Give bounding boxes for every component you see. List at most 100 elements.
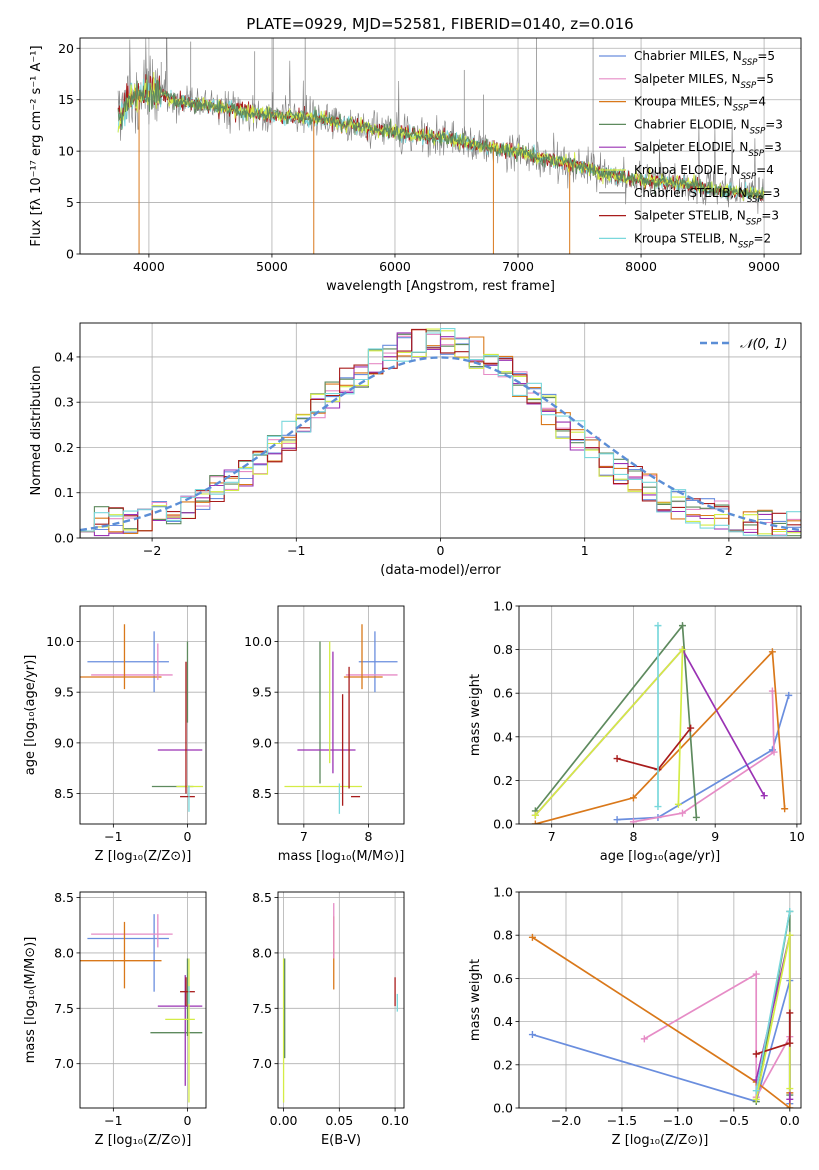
weight-marker: [678, 646, 686, 654]
x-tick-label: 0.10: [381, 1113, 409, 1128]
x-tick-label: 8000: [625, 259, 657, 274]
legend-suffix: =5: [757, 49, 775, 63]
axes-frame: [518, 605, 802, 825]
x-tick-label: 9000: [748, 259, 780, 274]
legend-subscript: SSP: [741, 81, 757, 91]
y-tick-label: 0.6: [493, 686, 513, 701]
y-tick-label: 0.8: [493, 928, 513, 943]
weight-marker: [786, 931, 794, 939]
y-tick-label: 0.0: [54, 531, 74, 546]
weight-marker: [752, 970, 760, 978]
legend-suffix: =2: [754, 231, 772, 245]
legend-subscript: SSP: [742, 58, 758, 68]
y-tick-label: 0.2: [493, 773, 513, 788]
legend-label: 𝒩(0, 1): [740, 337, 787, 352]
weight-marker: [629, 818, 637, 824]
legend-label: Salpeter STELIB, NSSP=3: [634, 209, 779, 228]
legend-suffix: =3: [764, 140, 782, 154]
y-tick-label: 7.5: [252, 1001, 272, 1016]
y-tick-label: 0.0: [493, 817, 513, 832]
x-tick-label: 5000: [256, 259, 288, 274]
x-tick-label: 9: [711, 829, 719, 844]
y-tick-label: 0.1: [54, 485, 74, 500]
legend-suffix: =5: [756, 72, 774, 86]
y-tick-label: 9.0: [54, 735, 74, 750]
x-tick-label: −1: [104, 1113, 122, 1128]
legend-subscript: SSP: [746, 218, 762, 228]
y-axis-label: Normed distribution: [29, 366, 44, 496]
x-axis-label: E(B-V): [321, 1133, 361, 1148]
weight-marker: [528, 1031, 536, 1039]
weight-marker: [786, 1009, 794, 1017]
y-tick-label: 8.0: [54, 945, 74, 960]
y-tick-label: 10: [58, 144, 74, 159]
weight-marker: [752, 1050, 760, 1058]
y-tick-label: 15: [58, 92, 74, 107]
weight-line: [755, 935, 791, 1100]
weight-line: [534, 648, 765, 816]
x-axis-label: (data-model)/error: [380, 563, 501, 578]
weight-marker: [781, 805, 789, 813]
legend-label: Kroupa STELIB, NSSP=2: [634, 231, 771, 250]
weight-line: [531, 936, 791, 1108]
legend-label: Chabrier MILES, NSSP=5: [634, 49, 775, 68]
y-tick-label: 1.0: [493, 885, 513, 900]
weight-marker: [654, 803, 662, 811]
y-tick-label: 7.0: [54, 1056, 74, 1071]
plot-area: [80, 328, 801, 538]
y-tick-label: 8.0: [252, 945, 272, 960]
x-tick-label: 7: [300, 829, 308, 844]
weight-marker: [640, 1035, 648, 1043]
y-tick-label: 5: [66, 195, 74, 210]
y-tick-label: 8.5: [54, 786, 74, 801]
legend-label: Kroupa MILES, NSSP=4: [634, 95, 766, 114]
y-tick-label: 0.2: [54, 440, 74, 455]
legend-subscript: SSP: [741, 172, 757, 182]
x-tick-label: 0.0: [780, 1113, 800, 1128]
y-tick-label: 9.0: [252, 735, 272, 750]
legend-subscript: SSP: [747, 195, 763, 205]
x-tick-label: −1: [287, 543, 305, 558]
y-tick-label: 0.6: [493, 971, 513, 986]
y-tick-label: 8.5: [54, 890, 74, 905]
chart-age-vs-Z: −1 0 8.5 9.0 9.5 10.0 Z [log₁₀(Z/Z⊙)] age [log₁…: [23, 605, 207, 864]
x-tick-label: 7000: [502, 259, 534, 274]
x-axis-label: wavelength [Angstrom, rest frame]: [326, 279, 555, 294]
x-tick-label: −0.5: [719, 1113, 749, 1128]
weight-marker: [786, 907, 794, 915]
y-tick-label: 0.4: [54, 349, 74, 364]
grid: [80, 323, 801, 539]
y-tick-label: 9.5: [252, 685, 272, 700]
plot-area: [528, 907, 794, 1108]
legend: Chabrier MILES, NSSP=5 Salpeter MILES, NS…: [599, 49, 783, 250]
grid: [278, 892, 404, 1108]
weight-marker: [786, 1104, 794, 1108]
y-tick-label: 0.4: [493, 729, 513, 744]
weight-marker: [768, 648, 776, 656]
weight-line: [643, 972, 791, 1101]
x-tick-label: 0.05: [325, 1113, 353, 1128]
normal-curve: [80, 356, 801, 532]
y-tick-label: 0: [66, 247, 74, 262]
legend-label: Salpeter ELODIE, NSSP=3: [634, 140, 782, 159]
x-tick-label: 0: [183, 829, 191, 844]
y-tick-label: 10.0: [46, 634, 74, 649]
legend-suffix: =3: [765, 117, 783, 131]
plot-area: [531, 622, 793, 824]
plot-area: [282, 903, 398, 1103]
axes-frame: [277, 891, 405, 1109]
weight-marker: [752, 1095, 760, 1103]
y-tick-label: 0.2: [493, 1057, 513, 1072]
weight-line: [617, 695, 790, 821]
plot-area: [80, 624, 204, 812]
x-axis-label: age [log₁₀(age/yr)]: [600, 849, 721, 864]
histogram-series: [80, 328, 801, 538]
weight-marker: [678, 622, 686, 630]
y-tick-label: 0.3: [54, 395, 74, 410]
y-tick-label: 20: [58, 41, 74, 56]
axes-frame: [79, 891, 207, 1109]
x-tick-label: 2: [725, 543, 733, 558]
weight-line: [535, 649, 786, 824]
weight-marker: [760, 792, 768, 800]
y-tick-label: 7.0: [252, 1056, 272, 1071]
